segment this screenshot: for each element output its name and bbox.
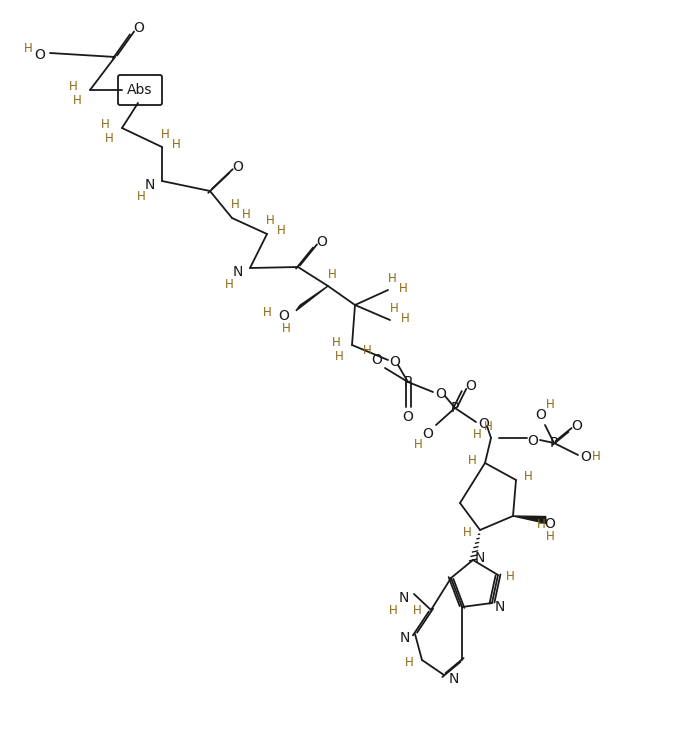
Text: H: H (537, 517, 546, 531)
Text: N: N (399, 591, 409, 605)
Text: H: H (101, 118, 109, 132)
Text: O: O (232, 160, 244, 174)
Text: H: H (390, 302, 398, 315)
Text: H: H (24, 41, 33, 55)
Text: O: O (466, 379, 477, 393)
FancyBboxPatch shape (118, 75, 162, 105)
Text: H: H (276, 225, 285, 237)
Text: H: H (413, 438, 422, 452)
Text: O: O (528, 434, 539, 448)
Text: H: H (592, 451, 601, 463)
Text: H: H (331, 336, 340, 349)
Text: N: N (449, 672, 459, 686)
Text: H: H (328, 268, 336, 281)
Text: O: O (390, 355, 400, 369)
Text: O: O (571, 419, 583, 433)
Text: H: H (505, 571, 514, 584)
Text: H: H (172, 137, 180, 151)
Text: P: P (451, 401, 459, 415)
Text: H: H (69, 80, 77, 92)
Text: H: H (388, 271, 397, 285)
Text: O: O (278, 309, 290, 323)
Text: H: H (263, 305, 272, 319)
Text: H: H (104, 132, 113, 146)
Text: H: H (404, 655, 413, 669)
Text: O: O (134, 21, 145, 35)
Text: H: H (230, 199, 239, 211)
Text: O: O (317, 235, 327, 249)
Text: O: O (422, 427, 434, 441)
Text: Abs: Abs (127, 83, 152, 97)
Text: O: O (35, 48, 45, 62)
Text: N: N (145, 178, 155, 192)
Text: H: H (282, 322, 290, 336)
Text: H: H (546, 530, 555, 542)
Polygon shape (513, 516, 546, 523)
Text: H: H (136, 191, 145, 203)
Text: O: O (372, 353, 382, 367)
Text: H: H (399, 282, 407, 295)
Text: N: N (400, 631, 410, 645)
Text: H: H (484, 420, 492, 432)
Text: H: H (242, 208, 251, 222)
Text: H: H (468, 454, 476, 466)
Text: H: H (225, 278, 233, 290)
Text: H: H (463, 526, 471, 539)
Text: O: O (580, 450, 592, 464)
Text: O: O (544, 517, 555, 531)
Text: H: H (72, 95, 81, 107)
Text: H: H (266, 214, 274, 228)
Text: O: O (436, 387, 446, 401)
Text: H: H (523, 471, 532, 483)
Text: H: H (161, 128, 169, 140)
Text: H: H (335, 350, 343, 363)
Text: N: N (475, 551, 485, 565)
Text: H: H (401, 312, 409, 324)
Text: H: H (413, 604, 421, 616)
Text: O: O (402, 410, 413, 424)
Text: H: H (473, 429, 482, 441)
Text: H: H (363, 344, 372, 356)
Text: O: O (479, 417, 489, 431)
Text: O: O (535, 408, 546, 422)
Text: H: H (388, 604, 397, 616)
Text: H: H (546, 398, 555, 410)
Text: P: P (550, 436, 558, 450)
Text: P: P (404, 375, 412, 389)
Text: N: N (495, 600, 505, 614)
Text: N: N (233, 265, 243, 279)
Polygon shape (296, 286, 328, 311)
